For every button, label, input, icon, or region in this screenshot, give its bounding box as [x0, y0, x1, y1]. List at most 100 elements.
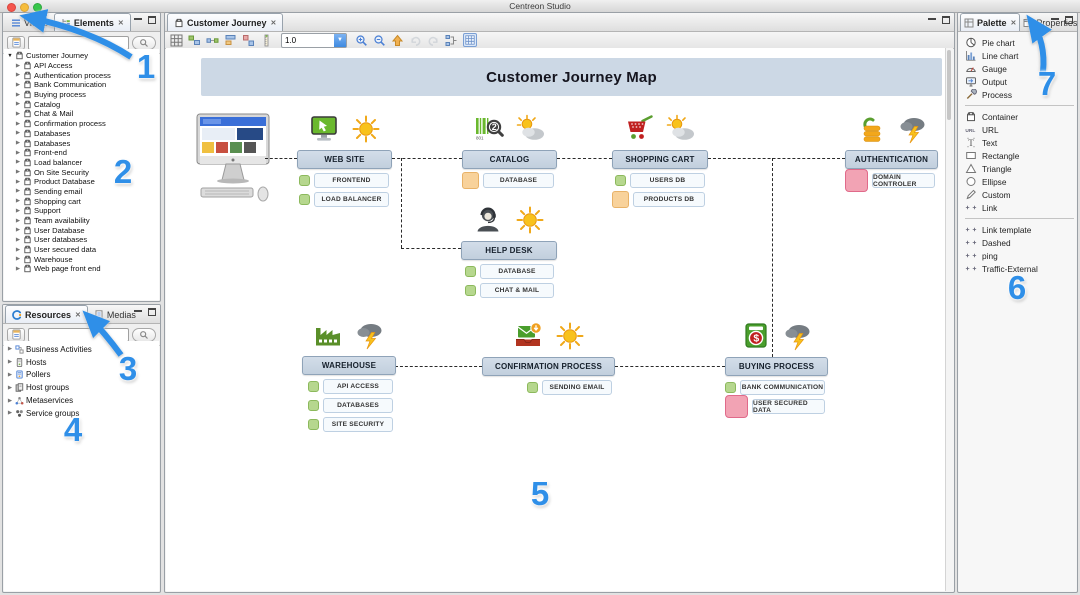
- tab-resources[interactable]: Resources ✕: [5, 305, 88, 323]
- tree-item-bank-communication[interactable]: ▶ Bank Communication: [15, 80, 159, 90]
- expand-arrow-icon[interactable]: ▶: [15, 256, 21, 263]
- palette-item-line-chart[interactable]: Line chart: [965, 49, 1076, 62]
- node-header[interactable]: WEB SITE: [297, 150, 392, 169]
- tree-item-web-page-front-end[interactable]: ▶ Web page front end: [15, 264, 159, 274]
- palette-item-gauge[interactable]: Gauge: [965, 62, 1076, 75]
- maximize-panel-button[interactable]: [1065, 16, 1073, 24]
- tree-item-catalog[interactable]: ▶ Catalog: [15, 99, 159, 109]
- close-window-button[interactable]: [7, 3, 16, 12]
- tree-item-team-availability[interactable]: ▶ Team availability: [15, 216, 159, 226]
- node-service-products-db[interactable]: PRODUCTS DB: [633, 192, 705, 207]
- node-header[interactable]: WAREHOUSE: [302, 356, 396, 375]
- close-tab-icon[interactable]: ✕: [1010, 19, 1017, 27]
- node-service-domain-controler[interactable]: DOMAIN CONTROLER: [872, 173, 935, 188]
- tree-item-sending-email[interactable]: ▶ Sending email: [15, 187, 159, 197]
- node-service-frontend[interactable]: FRONTEND: [314, 173, 389, 188]
- expand-arrow-icon[interactable]: ▶: [15, 265, 21, 272]
- expand-arrow-icon[interactable]: ▶: [15, 236, 21, 243]
- expand-arrow-icon[interactable]: ▶: [15, 188, 21, 195]
- maximize-panel-button[interactable]: [148, 308, 156, 316]
- palette-item-process[interactable]: Process: [965, 88, 1076, 101]
- expand-arrow-icon[interactable]: ▶: [7, 371, 13, 378]
- maximize-panel-button[interactable]: [942, 16, 950, 24]
- tab-views[interactable]: Views: [5, 14, 54, 31]
- expand-arrow-icon[interactable]: ▶: [15, 169, 21, 176]
- resources-search-button[interactable]: [132, 327, 156, 342]
- expand-arrow-icon[interactable]: ▶: [15, 72, 21, 79]
- node-service-users-db[interactable]: USERS DB: [630, 173, 705, 188]
- node-service-database[interactable]: DATABASE: [480, 264, 554, 279]
- undo-icon[interactable]: [409, 34, 422, 47]
- tree-item-user-database[interactable]: ▶ User Database: [15, 225, 159, 235]
- tree-item-api-access[interactable]: ▶ API Access: [15, 61, 159, 71]
- new-element-button[interactable]: [7, 35, 25, 50]
- distribute-shapes-icon[interactable]: [206, 34, 219, 47]
- expand-arrow-icon[interactable]: ▶: [15, 140, 21, 147]
- expand-arrow-icon[interactable]: ▶: [15, 110, 21, 117]
- expand-arrow-icon[interactable]: ▶: [15, 91, 21, 98]
- minimize-panel-button[interactable]: [134, 16, 142, 24]
- node-service-database[interactable]: DATABASE: [483, 173, 554, 188]
- palette-item-url[interactable]: URL URL: [965, 123, 1076, 136]
- tree-item-authentication-process[interactable]: ▶ Authentication process: [15, 70, 159, 80]
- expand-arrow-icon[interactable]: ▶: [15, 62, 21, 69]
- minimize-panel-button[interactable]: [1051, 16, 1059, 24]
- expand-arrow-icon[interactable]: ▶: [15, 207, 21, 214]
- resources-search-input[interactable]: [28, 327, 129, 342]
- expand-arrow-icon[interactable]: ▶: [15, 227, 21, 234]
- palette-item-link-template[interactable]: Link template: [965, 223, 1076, 236]
- node-service-chat-mail[interactable]: CHAT & MAIL: [480, 283, 554, 298]
- palette-item-custom[interactable]: Custom: [965, 188, 1076, 201]
- minimize-panel-button[interactable]: [928, 16, 936, 24]
- palette-item-triangle[interactable]: Triangle: [965, 162, 1076, 175]
- expand-arrow-icon[interactable]: ▼: [7, 52, 13, 59]
- tree-item-load-balancer[interactable]: ▶ Load balancer: [15, 158, 159, 168]
- tree-item-metaservices[interactable]: ▶ Metaservices: [7, 394, 159, 407]
- palette-item-ping[interactable]: ping: [965, 249, 1076, 262]
- tree-item-databases[interactable]: ▶ Databases: [15, 138, 159, 148]
- node-service-load-balancer[interactable]: LOAD BALANCER: [314, 192, 389, 207]
- palette-item-traffic-external[interactable]: Traffic-External: [965, 262, 1076, 275]
- zoom-level-input[interactable]: [282, 34, 334, 46]
- diagram-canvas[interactable]: Customer Journey Map: [166, 48, 946, 591]
- tab-customer-journey[interactable]: Customer Journey ✕: [167, 13, 284, 31]
- palette-item-text[interactable]: T Text: [965, 136, 1076, 149]
- close-tab-icon[interactable]: ✕: [75, 311, 81, 319]
- expand-arrow-icon[interactable]: ▶: [7, 397, 13, 404]
- tree-item-buying-process[interactable]: ▶ Buying process: [15, 90, 159, 100]
- palette-item-rectangle[interactable]: Rectangle: [965, 149, 1076, 162]
- match-width-icon[interactable]: [224, 34, 237, 47]
- tab-palette[interactable]: Palette ✕: [960, 13, 1021, 31]
- match-size-icon[interactable]: [242, 34, 255, 47]
- tree-item-support[interactable]: ▶ Support: [15, 206, 159, 216]
- expand-arrow-icon[interactable]: ▶: [15, 149, 21, 156]
- node-header[interactable]: HELP DESK: [461, 241, 557, 260]
- up-arrow-icon[interactable]: [391, 34, 404, 47]
- zoom-in-icon[interactable]: [355, 34, 368, 47]
- expand-arrow-icon[interactable]: ▶: [15, 130, 21, 137]
- palette-item-dashed[interactable]: Dashed: [965, 236, 1076, 249]
- ruler-icon[interactable]: [260, 34, 273, 47]
- palette-item-link[interactable]: Link: [965, 201, 1076, 214]
- expand-arrow-icon[interactable]: ▶: [7, 359, 13, 366]
- expand-arrow-icon[interactable]: ▶: [15, 217, 21, 224]
- tab-elements[interactable]: Elements ✕: [53, 13, 131, 31]
- node-header[interactable]: BUYING PROCESS: [725, 357, 828, 376]
- zoom-level-combo[interactable]: ▼: [281, 32, 347, 48]
- align-shapes-icon[interactable]: [188, 34, 201, 47]
- tree-item-on-site-security[interactable]: ▶ On Site Security: [15, 167, 159, 177]
- tree-item-chat-mail[interactable]: ▶ Chat & Mail: [15, 109, 159, 119]
- tree-item-hosts[interactable]: ▶ Hosts: [7, 356, 159, 369]
- tree-item-front-end[interactable]: ▶ Front-end: [15, 148, 159, 158]
- scrollbar-thumb[interactable]: [947, 50, 951, 120]
- vertical-scrollbar[interactable]: [945, 48, 953, 591]
- expand-arrow-icon[interactable]: ▶: [7, 410, 13, 417]
- tree-item-service-groups[interactable]: ▶ Service groups: [7, 407, 159, 420]
- close-tab-icon[interactable]: ✕: [270, 19, 277, 27]
- palette-item-output[interactable]: Output: [965, 75, 1076, 88]
- elements-search-button[interactable]: [132, 35, 156, 50]
- expand-arrow-icon[interactable]: ▶: [15, 159, 21, 166]
- node-header[interactable]: SHOPPING CART: [612, 150, 708, 169]
- node-service-site-security[interactable]: SITE SECURITY: [323, 417, 393, 432]
- node-header[interactable]: CONFIRMATION PROCESS: [482, 357, 615, 376]
